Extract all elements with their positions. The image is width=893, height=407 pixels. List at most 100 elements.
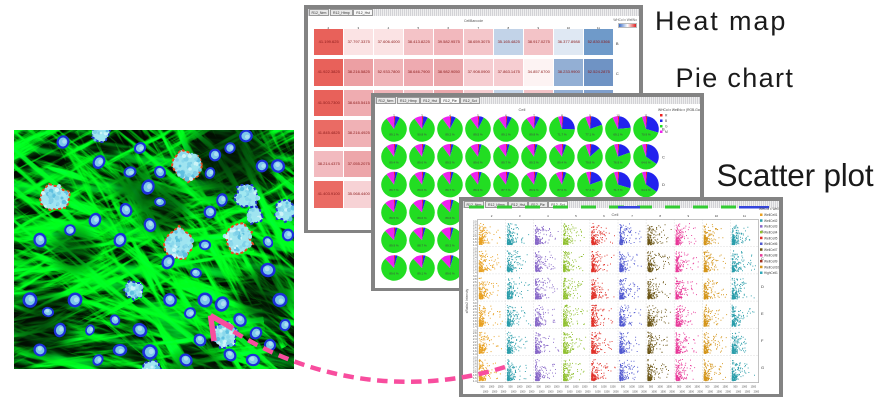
- svg-text:2.0: 2.0: [473, 290, 477, 293]
- svg-text:89.6 %: 89.6 %: [417, 160, 427, 164]
- svg-text:89.9 %: 89.9 %: [389, 244, 399, 248]
- svg-text:3: 3: [519, 214, 521, 218]
- svg-text:90.8 %: 90.8 %: [417, 133, 427, 137]
- svg-text:1.4: 1.4: [473, 326, 477, 329]
- svg-text:500: 500: [733, 386, 738, 389]
- svg-text:WellCell9: WellCell9: [764, 260, 778, 264]
- svg-text:2000: 2000: [557, 391, 563, 394]
- svg-text:WellCell4: WellCell4: [764, 231, 778, 235]
- svg-text:WellCell6: WellCell6: [764, 242, 778, 246]
- svg-text:B: B: [662, 127, 665, 132]
- svg-text:C: C: [761, 256, 764, 261]
- svg-text:1000: 1000: [601, 386, 607, 389]
- svg-text:71.7 %: 71.7 %: [613, 188, 623, 192]
- svg-text:89.7 %: 89.7 %: [445, 188, 455, 192]
- svg-text:2.4: 2.4: [473, 229, 477, 232]
- svg-text:89.5 %: 89.5 %: [445, 160, 455, 164]
- svg-text:1500: 1500: [604, 391, 610, 394]
- svg-text:9: 9: [589, 114, 591, 118]
- svg-text:WHCol x WellNo x (RGB-Gate): WHCol x WellNo x (RGB-Gate): [658, 108, 700, 112]
- svg-text:1500: 1500: [694, 386, 700, 389]
- svg-text:89.6 %: 89.6 %: [389, 272, 399, 276]
- svg-text:89.4 %: 89.4 %: [389, 160, 399, 164]
- svg-text:89.3 %: 89.3 %: [445, 244, 455, 248]
- svg-text:89.6 %: 89.6 %: [473, 160, 483, 164]
- svg-text:1500: 1500: [745, 391, 751, 394]
- svg-text:2000: 2000: [754, 391, 760, 394]
- svg-text:500: 500: [649, 386, 654, 389]
- svg-text:6: 6: [603, 214, 605, 218]
- svg-text:1500: 1500: [666, 386, 672, 389]
- svg-text:7: 7: [631, 214, 633, 218]
- svg-text:1000: 1000: [685, 386, 691, 389]
- svg-text:1000: 1000: [708, 391, 714, 394]
- svg-text:1500: 1500: [492, 391, 498, 394]
- svg-text:89.1 %: 89.1 %: [501, 133, 511, 137]
- svg-text:89.9 %: 89.9 %: [529, 188, 539, 192]
- svg-text:1500: 1500: [526, 386, 532, 389]
- svg-text:G: G: [761, 365, 764, 370]
- svg-text:HighCell1: HighCell1: [764, 271, 778, 275]
- svg-text:B: B: [665, 119, 668, 123]
- svg-text:2.4: 2.4: [473, 257, 477, 260]
- svg-text:500: 500: [565, 386, 570, 389]
- svg-text:88.7 %: 88.7 %: [417, 244, 427, 248]
- svg-text:1000: 1000: [679, 391, 685, 394]
- svg-text:89.6 %: 89.6 %: [417, 216, 427, 220]
- svg-text:Cell: Cell: [519, 107, 526, 112]
- svg-text:1.8: 1.8: [473, 238, 477, 241]
- svg-text:1500: 1500: [717, 391, 723, 394]
- svg-text:1500: 1500: [520, 391, 526, 394]
- svg-text:WHCol x Well: WHCol x Well: [759, 207, 779, 211]
- svg-text:1500: 1500: [554, 386, 560, 389]
- svg-text:1000: 1000: [483, 391, 489, 394]
- svg-text:1.8: 1.8: [473, 265, 477, 268]
- svg-text:76.9 %: 76.9 %: [613, 160, 623, 164]
- svg-text:WellCell2: WellCell2: [764, 219, 778, 223]
- svg-text:2.6: 2.6: [473, 308, 477, 311]
- svg-text:1000: 1000: [623, 391, 629, 394]
- svg-text:2000: 2000: [613, 391, 619, 394]
- svg-text:1500: 1500: [548, 391, 554, 394]
- svg-text:2.4: 2.4: [473, 311, 477, 314]
- svg-text:87.7 %: 87.7 %: [501, 188, 511, 192]
- svg-text:2.8: 2.8: [473, 305, 477, 308]
- svg-text:71.7 %: 71.7 %: [557, 133, 567, 137]
- svg-text:2.2: 2.2: [473, 287, 477, 290]
- svg-text:89.7 %: 89.7 %: [389, 188, 399, 192]
- svg-text:2.8: 2.8: [473, 223, 477, 226]
- svg-text:500: 500: [705, 386, 710, 389]
- svg-text:500: 500: [480, 386, 485, 389]
- svg-text:2.6: 2.6: [473, 281, 477, 284]
- svg-text:D: D: [761, 284, 764, 289]
- svg-text:1500: 1500: [576, 391, 582, 394]
- svg-text:89.1 %: 89.1 %: [389, 133, 399, 137]
- svg-text:xRatio2 Intensity: xRatio2 Intensity: [465, 288, 469, 313]
- svg-text:6: 6: [505, 114, 507, 118]
- svg-text:WellCell10: WellCell10: [764, 265, 779, 269]
- svg-text:500: 500: [593, 386, 598, 389]
- svg-text:R: R: [665, 114, 668, 118]
- svg-text:2.2: 2.2: [473, 314, 477, 317]
- svg-text:69.1 %: 69.1 %: [613, 133, 623, 137]
- svg-text:4: 4: [547, 214, 549, 218]
- svg-text:1000: 1000: [517, 386, 523, 389]
- svg-text:64.6 %: 64.6 %: [641, 160, 651, 164]
- svg-text:1000: 1000: [511, 391, 517, 394]
- svg-text:79.8 %: 79.8 %: [585, 160, 595, 164]
- svg-text:1.4: 1.4: [473, 380, 477, 383]
- svg-text:1000: 1000: [489, 386, 495, 389]
- svg-text:89.2 %: 89.2 %: [445, 133, 455, 137]
- svg-text:1000: 1000: [714, 386, 720, 389]
- svg-text:4: 4: [449, 114, 451, 118]
- svg-text:G: G: [665, 125, 668, 129]
- svg-text:1.6: 1.6: [473, 296, 477, 299]
- svg-text:7: 7: [533, 114, 535, 118]
- svg-text:1000: 1000: [545, 386, 551, 389]
- svg-text:3: 3: [421, 114, 423, 118]
- svg-text:500: 500: [537, 386, 542, 389]
- svg-text:WellCell8: WellCell8: [764, 254, 778, 258]
- svg-text:2.0: 2.0: [473, 235, 477, 238]
- svg-text:11: 11: [743, 214, 746, 218]
- svg-text:2.0: 2.0: [473, 317, 477, 320]
